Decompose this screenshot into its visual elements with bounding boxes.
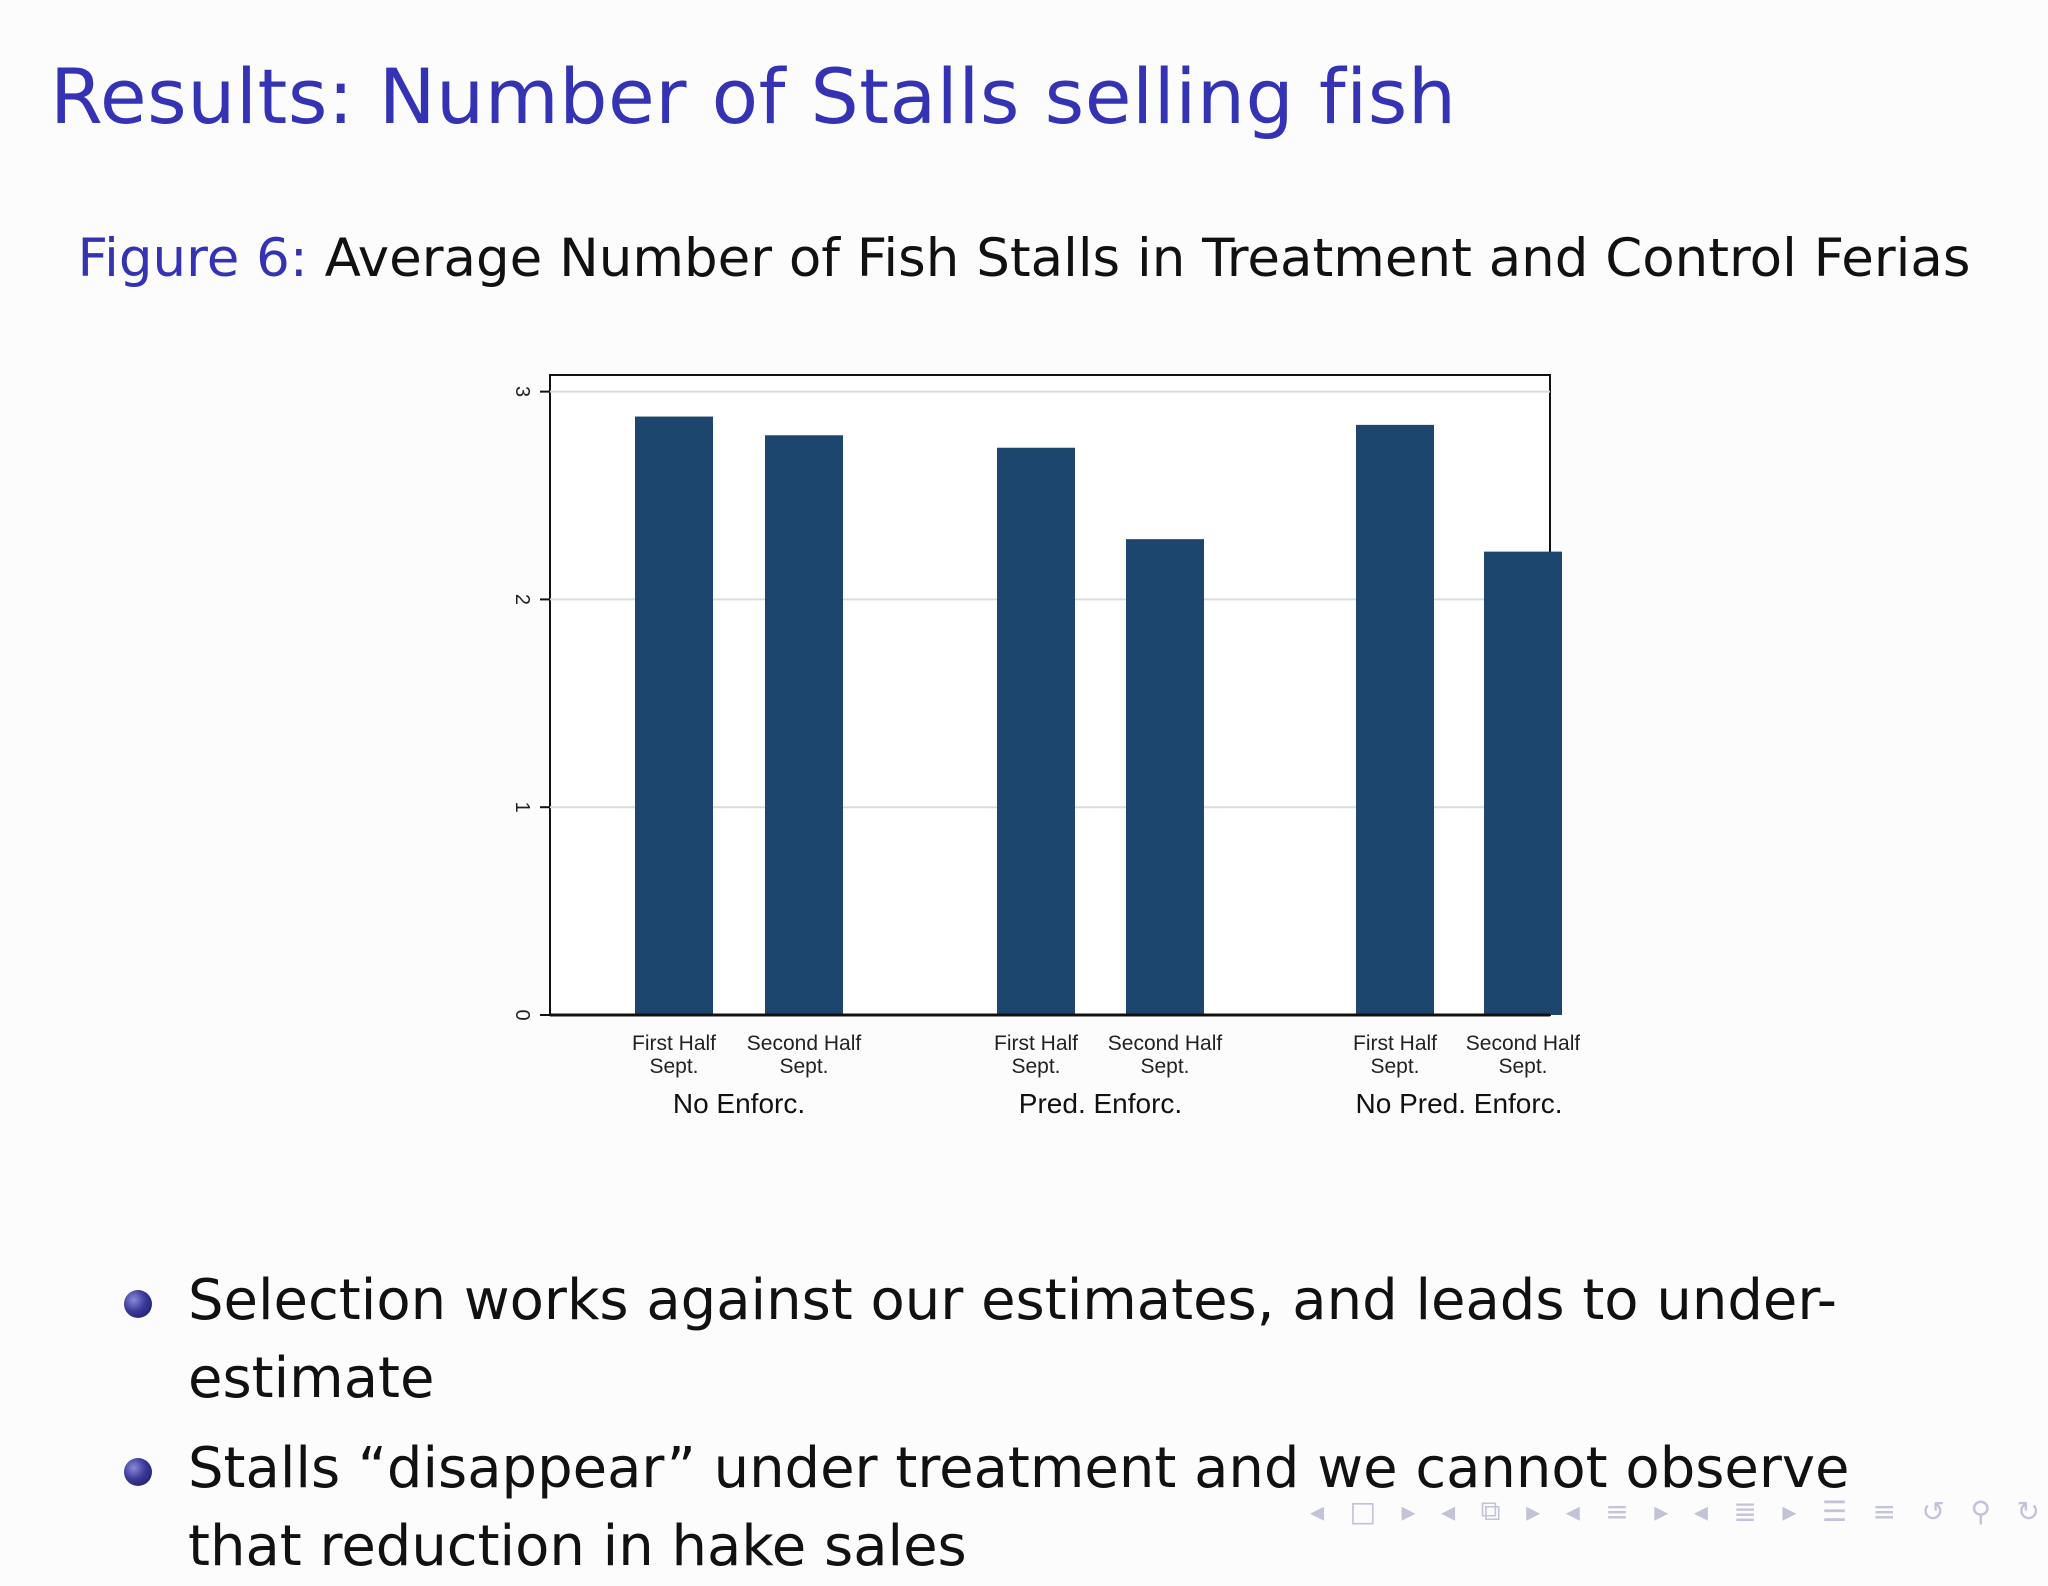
bullet-text: Selection works against our estimates, a… bbox=[188, 1268, 1837, 1411]
x-tick-label: Second Half bbox=[747, 1032, 862, 1055]
right-arrow-icon[interactable]: ▸ bbox=[1654, 1494, 1669, 1528]
x-tick-label: Sept. bbox=[649, 1055, 698, 1078]
x-tick-label: First Half bbox=[994, 1032, 1078, 1055]
frame-icon[interactable]: □ bbox=[1349, 1494, 1377, 1528]
bar bbox=[1126, 539, 1204, 1015]
search-icon[interactable]: ⚲ bbox=[1970, 1494, 1991, 1528]
right-arrow-icon[interactable]: ▸ bbox=[1401, 1494, 1416, 1528]
x-tick-label: Sept. bbox=[1498, 1055, 1547, 1078]
bar bbox=[635, 416, 713, 1015]
bullet-list: Selection works against our estimates, a… bbox=[0, 1262, 2048, 1586]
align-icon[interactable]: ≡ bbox=[1872, 1494, 1896, 1528]
beamer-navigation: ◂ □ ▸ ◂ ⧉ ▸ ◂ ≡ ▸ ◂ ≣ ▸ ☰ ≡ ↺ ⚲ ↻ bbox=[1310, 1494, 2040, 1528]
back-icon[interactable]: ↺ bbox=[1921, 1494, 1945, 1528]
left-arrow-icon[interactable]: ◂ bbox=[1693, 1494, 1708, 1528]
figure-caption-text: Average Number of Fish Stalls in Treatme… bbox=[324, 228, 1971, 289]
x-tick-label: Sept. bbox=[779, 1055, 828, 1078]
y-tick-label: 2 bbox=[511, 594, 533, 605]
bullet-icon bbox=[124, 1290, 152, 1318]
right-arrow-icon[interactable]: ▸ bbox=[1782, 1494, 1797, 1528]
group-label: No Pred. Enforc. bbox=[1356, 1088, 1563, 1119]
y-tick-label: 3 bbox=[511, 386, 533, 397]
x-tick-label: Second Half bbox=[1108, 1032, 1223, 1055]
y-tick-label: 1 bbox=[511, 802, 533, 813]
bar bbox=[997, 447, 1075, 1015]
x-tick-label: Sept. bbox=[1370, 1055, 1419, 1078]
outline-icon[interactable]: ☰ bbox=[1821, 1494, 1848, 1528]
bar bbox=[1356, 424, 1434, 1015]
right-arrow-icon[interactable]: ▸ bbox=[1526, 1494, 1541, 1528]
left-arrow-icon[interactable]: ◂ bbox=[1310, 1494, 1325, 1528]
x-tick-label: Second Half bbox=[1466, 1032, 1580, 1055]
group-label: No Enforc. bbox=[673, 1088, 805, 1119]
section-icon[interactable]: ≡ bbox=[1605, 1494, 1629, 1528]
bar bbox=[765, 435, 843, 1015]
bullet-item: Selection works against our estimates, a… bbox=[0, 1262, 1928, 1418]
section-list-icon[interactable]: ≣ bbox=[1733, 1494, 1757, 1528]
bar bbox=[1484, 551, 1562, 1015]
left-arrow-icon[interactable]: ◂ bbox=[1441, 1494, 1456, 1528]
group-label: Pred. Enforc. bbox=[1019, 1088, 1182, 1119]
left-arrow-icon[interactable]: ◂ bbox=[1565, 1494, 1580, 1528]
subsection-icon[interactable]: ⧉ bbox=[1480, 1494, 1501, 1527]
x-tick-label: Sept. bbox=[1011, 1055, 1060, 1078]
figure-number: Figure 6: bbox=[77, 228, 308, 289]
slide-title: Results: Number of Stalls selling fish bbox=[50, 52, 1457, 141]
x-tick-label: Sept. bbox=[1140, 1055, 1189, 1078]
figure-caption: Figure 6: Average Number of Fish Stalls … bbox=[0, 228, 2048, 289]
x-tick-label: First Half bbox=[632, 1032, 716, 1055]
forward-icon[interactable]: ↻ bbox=[2016, 1494, 2040, 1528]
bullet-icon bbox=[124, 1458, 152, 1486]
x-tick-label: First Half bbox=[1353, 1032, 1437, 1055]
y-tick-label: 0 bbox=[511, 1009, 533, 1020]
